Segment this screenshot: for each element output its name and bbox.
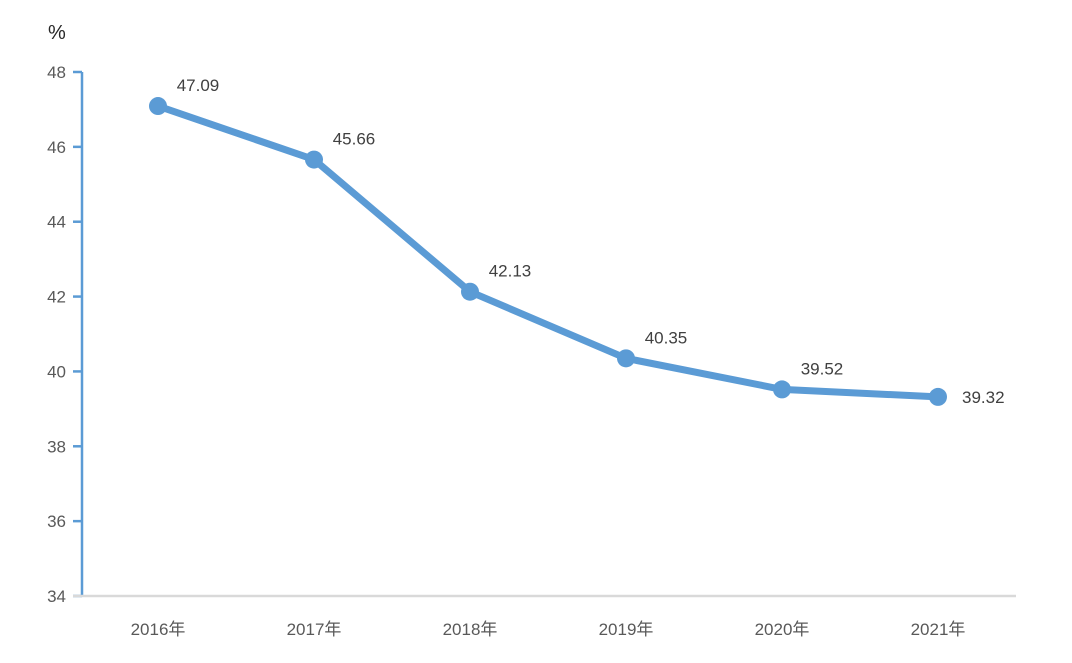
data-point-label: 47.09 [177,76,220,95]
data-point-marker [929,387,947,406]
y-tick-label: 40 [47,362,66,381]
data-point-label: 45.66 [333,130,376,149]
y-tick-label: 48 [47,63,66,82]
data-point-marker [149,97,167,116]
data-point-label: 40.35 [645,328,688,347]
data-point-marker [773,380,791,399]
x-axis-label: 2019年 [599,620,654,639]
x-axis-label: 2020年 [755,620,810,639]
data-point-marker [305,150,323,169]
data-point-label: 39.52 [801,359,844,378]
y-tick-label: 44 [47,213,66,232]
y-tick-label: 46 [47,138,66,157]
x-axis-label: 2018年 [443,620,498,639]
data-point-marker [461,282,479,301]
data-point-marker [617,349,635,368]
data-point-label: 42.13 [489,262,532,281]
y-tick-label: 38 [47,437,66,456]
x-axis-label: 2021年 [911,620,966,639]
y-axis-unit-label: % [48,22,67,44]
y-tick-label: 36 [47,512,66,531]
x-axis-label: 2016年 [131,620,186,639]
x-axis-label: 2017年 [287,620,342,639]
series-line [154,102,942,401]
y-tick-label: 42 [47,288,66,307]
data-point-label: 39.32 [962,388,1005,407]
y-tick-label: 34 [47,587,66,606]
